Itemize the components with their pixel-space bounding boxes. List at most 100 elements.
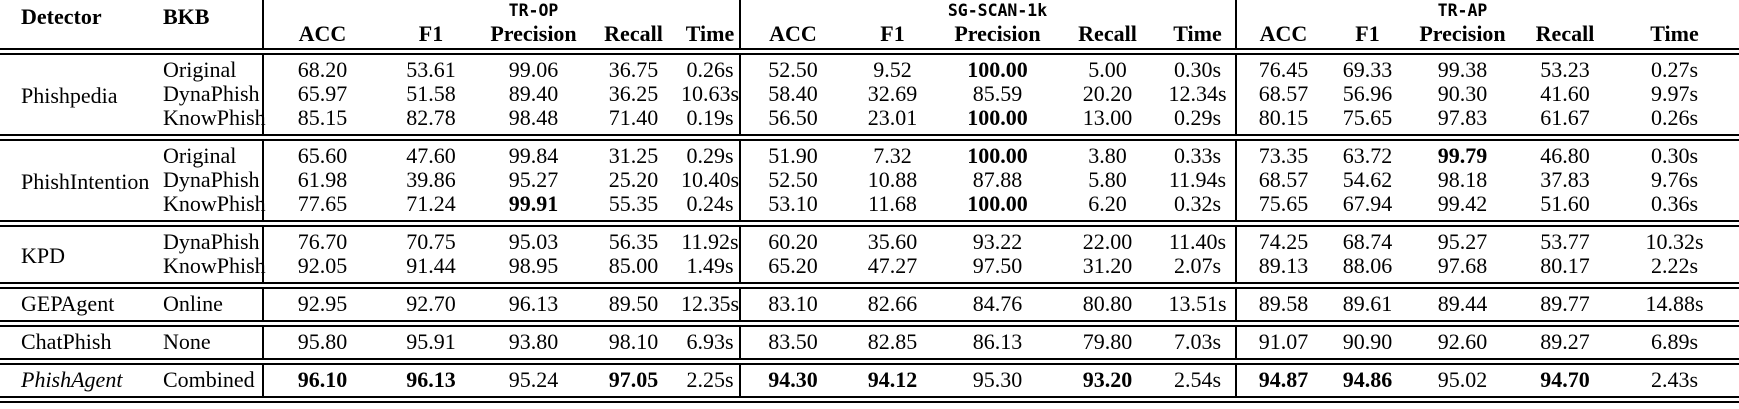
metric-cell: 53.77 bbox=[1520, 220, 1610, 254]
metric-cell: 0.27s bbox=[1650, 57, 1699, 82]
dataset-label-sgscan: SG-SCAN-1k bbox=[947, 1, 1048, 20]
precision-label-sgscan: Precision bbox=[954, 21, 1041, 46]
table-row: DynaPhish 65.97 51.58 89.40 36.25 10.63s 58.40… bbox=[0, 82, 1739, 106]
metric-cell: 11.40s bbox=[1160, 220, 1236, 254]
metric-cell: 22.00 bbox=[1055, 220, 1160, 254]
metric-cell: 41.60 bbox=[1540, 81, 1590, 106]
metric-cell: 0.29s bbox=[1173, 105, 1222, 130]
col-header-precision-trop: TR-OP Precision bbox=[481, 0, 586, 55]
metric-cell: 47.60 bbox=[381, 134, 481, 168]
metric-cell: 82.78 bbox=[406, 105, 456, 130]
metric-cell: 80.80 bbox=[1055, 282, 1160, 324]
precision-label-trap: Precision bbox=[1419, 21, 1506, 46]
metric-cell: 10.63s bbox=[681, 81, 740, 106]
metric-cell: 55.35 bbox=[608, 191, 659, 216]
metric-cell: 56.35 bbox=[586, 220, 681, 254]
metric-cell: 54.62 bbox=[1342, 167, 1393, 192]
metric-cell: 67.94 bbox=[1342, 191, 1393, 216]
metric-cell: 53.61 bbox=[406, 57, 456, 82]
detector-name: ChatPhish bbox=[0, 320, 143, 362]
metric-cell: 2.25s bbox=[681, 358, 740, 403]
metric-cell: 95.91 bbox=[381, 320, 481, 362]
metric-cell: 65.20 bbox=[739, 254, 845, 286]
metric-cell: 89.61 bbox=[1330, 282, 1405, 324]
col-header-time-trap: Time bbox=[1610, 0, 1739, 55]
table-row: KnowPhish 85.15 82.78 98.48 71.40 0.19s 56.50 2… bbox=[0, 106, 1739, 138]
col-header-f1-trap: F1 bbox=[1330, 0, 1405, 55]
metric-cell: 56.50 bbox=[739, 106, 845, 138]
metric-cell: 5.00 bbox=[1088, 57, 1127, 82]
col-header-time-sgscan: Time bbox=[1160, 0, 1236, 55]
metric-cell: 53.10 bbox=[739, 192, 845, 224]
metric-cell: 85.15 bbox=[262, 106, 381, 138]
col-header-acc-trap: ACC bbox=[1235, 0, 1330, 55]
metric-cell: 0.26s bbox=[686, 57, 734, 82]
metric-cell: 94.86 bbox=[1330, 358, 1405, 403]
metric-cell: 20.20 bbox=[1082, 81, 1133, 106]
metric-cell: 13.00 bbox=[1082, 105, 1133, 130]
metric-cell: 93.20 bbox=[1055, 358, 1160, 403]
metric-cell: 9.76s bbox=[1650, 167, 1699, 192]
metric-cell: 11.92s bbox=[681, 220, 740, 254]
metric-cell: 100.00 bbox=[940, 134, 1055, 168]
metric-cell: 39.86 bbox=[406, 167, 456, 192]
metric-cell: 89.58 bbox=[1235, 282, 1330, 324]
col-header-bkb: BKB bbox=[143, 0, 263, 55]
metric-cell: 90.30 bbox=[1437, 81, 1488, 106]
bkb-value: Online bbox=[143, 282, 263, 324]
metric-cell: 89.50 bbox=[586, 282, 681, 324]
metric-cell: 98.48 bbox=[508, 105, 559, 130]
metric-cell: 95.27 bbox=[1405, 220, 1520, 254]
table-row: KPD DynaPhish 76.70 70.75 95.03 56.35 11.92s 60… bbox=[0, 220, 1739, 286]
metric-cell: 86.13 bbox=[940, 320, 1055, 362]
metric-cell: 1.49s bbox=[686, 253, 734, 278]
col-header-recall-trop: Recall bbox=[586, 0, 681, 55]
metric-cell: 73.35 bbox=[1235, 134, 1330, 168]
col-header-f1-trop: F1 bbox=[381, 0, 481, 55]
metric-cell: 79.80 bbox=[1055, 320, 1160, 362]
metric-cell: 11.94s bbox=[1168, 167, 1227, 192]
metric-cell: 89.27 bbox=[1520, 320, 1610, 362]
metric-cell: 80.17 bbox=[1540, 253, 1590, 278]
col-header-recall-trap: Recall bbox=[1520, 0, 1610, 55]
metric-cell: 98.18 bbox=[1437, 167, 1488, 192]
metric-cell: 98.10 bbox=[586, 320, 681, 362]
metric-cell: 97.83 bbox=[1437, 105, 1488, 130]
metric-cell: 100.00 bbox=[967, 105, 1028, 130]
metric-cell: 32.69 bbox=[867, 81, 918, 106]
metric-cell: 97.05 bbox=[586, 358, 681, 403]
metric-cell: 82.66 bbox=[845, 282, 940, 324]
metric-cell: 47.27 bbox=[867, 253, 918, 278]
table-row: KnowPhish 77.65 71.24 99.91 55.35 0.24s 53.10 1… bbox=[0, 192, 1739, 224]
metric-cell: 25.20 bbox=[608, 167, 659, 192]
metric-cell: 95.80 bbox=[262, 320, 381, 362]
metric-cell: 70.75 bbox=[381, 220, 481, 254]
metric-cell: 89.13 bbox=[1235, 254, 1330, 286]
header-row: Detector BKB ACC F1 TR-OP Precision Reca… bbox=[0, 0, 1739, 55]
metric-cell: 0.26s bbox=[1650, 105, 1699, 130]
metric-cell: 89.40 bbox=[508, 81, 559, 106]
metric-cell: 52.50 bbox=[739, 51, 845, 82]
metric-cell: 13.51s bbox=[1160, 282, 1236, 324]
metric-cell: 99.38 bbox=[1437, 57, 1488, 82]
metric-cell: 91.07 bbox=[1235, 320, 1330, 362]
col-header-recall-sgscan: Recall bbox=[1055, 0, 1160, 55]
metric-cell: 65.97 bbox=[262, 82, 381, 106]
metric-cell: 69.33 bbox=[1342, 57, 1393, 82]
metric-cell: 0.30s bbox=[1173, 57, 1222, 82]
metric-cell: 58.40 bbox=[739, 82, 845, 106]
metric-cell: 88.06 bbox=[1342, 253, 1393, 278]
metric-cell: 7.03s bbox=[1160, 320, 1236, 362]
metric-cell: 97.50 bbox=[972, 253, 1023, 278]
metric-cell: 100.00 bbox=[967, 57, 1028, 82]
metric-cell: 51.90 bbox=[739, 134, 845, 168]
metric-cell: 95.24 bbox=[481, 358, 586, 403]
detector-name: KPD bbox=[0, 220, 143, 286]
col-header-f1-sgscan: F1 bbox=[845, 0, 940, 55]
metric-cell: 95.30 bbox=[940, 358, 1055, 403]
metric-cell: 2.07s bbox=[1173, 253, 1222, 278]
results-table-body: Phishpedia Original 68.20 53.61 99.06 36.75 0.… bbox=[0, 51, 1739, 403]
metric-cell: 6.93s bbox=[681, 320, 740, 362]
col-header-acc-sgscan: ACC bbox=[739, 0, 845, 55]
